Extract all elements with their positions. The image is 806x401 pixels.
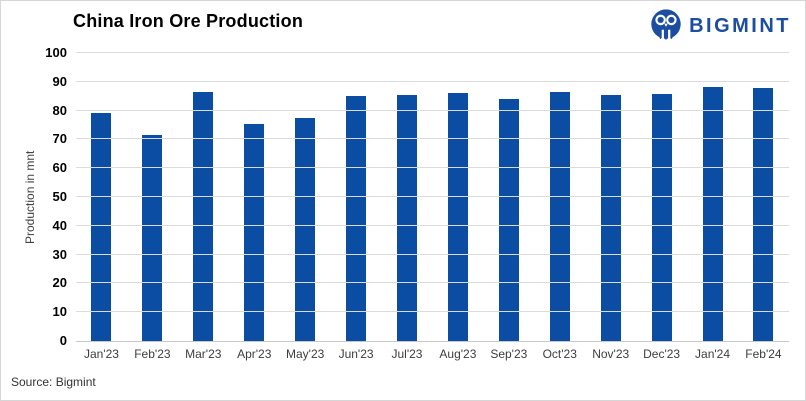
gridline-30 xyxy=(76,253,789,255)
x-tick-label-May'23: May'23 xyxy=(285,347,325,361)
x-tick-label-Aug'23: Aug'23 xyxy=(439,347,477,361)
bar-Jan'23 xyxy=(91,113,112,341)
gridline-90 xyxy=(76,80,789,82)
x-tick-label-Apr'23: Apr'23 xyxy=(237,347,272,361)
bar-slot-Oct'23 xyxy=(534,53,585,341)
y-tick-label-40: 40 xyxy=(52,217,67,233)
x-tick-label-Sep'23: Sep'23 xyxy=(490,347,528,361)
x-tick-label-Feb'23: Feb'23 xyxy=(134,347,171,361)
y-tick-label-60: 60 xyxy=(52,160,67,176)
bar-May'23 xyxy=(295,117,316,341)
bar-Sep'23 xyxy=(498,98,519,341)
bigmint-logo-icon xyxy=(651,9,681,40)
y-axis-ticks: 0 10 20 30 40 50 60 70 80 90 100 xyxy=(19,45,67,348)
y-tick-label-70: 70 xyxy=(52,131,67,147)
x-tick-label-Mar'23: Mar'23 xyxy=(185,347,222,361)
bar-Jun'23 xyxy=(346,95,367,341)
y-tick-label-100: 100 xyxy=(45,45,67,60)
bar-slot-Nov'23 xyxy=(585,53,636,341)
gridline-50 xyxy=(76,196,789,197)
bar-slot-Jun'23 xyxy=(331,53,382,341)
source-note: Source: Bigmint xyxy=(11,375,96,389)
bar-Apr'23 xyxy=(244,124,265,341)
bar-Nov'23 xyxy=(600,95,621,341)
gridline-10 xyxy=(76,311,789,313)
bar-slot-Feb'23 xyxy=(127,53,178,341)
bar-Feb'23 xyxy=(142,135,163,341)
gridline-80 xyxy=(76,109,789,111)
y-tick-label-30: 30 xyxy=(52,246,67,262)
bar-Feb'24 xyxy=(753,87,774,341)
y-tick-label-80: 80 xyxy=(52,102,67,118)
bar-Aug'23 xyxy=(447,92,468,341)
x-tick-label-Jul'23: Jul'23 xyxy=(391,347,423,361)
bar-slot-May'23 xyxy=(280,53,331,341)
plot-area xyxy=(76,52,789,342)
bigmint-logo: BIGMINT xyxy=(650,9,791,42)
bar-slot-Apr'23 xyxy=(229,53,280,341)
y-tick-label-10: 10 xyxy=(52,304,67,320)
bar-slot-Feb'24 xyxy=(738,53,789,341)
bar-slot-Aug'23 xyxy=(432,53,483,341)
x-tick-label-Feb'24: Feb'24 xyxy=(745,347,782,361)
x-tick-label-Oct'23: Oct'23 xyxy=(542,347,577,361)
x-tick-label-Jun'23: Jun'23 xyxy=(338,347,374,361)
gridline-20 xyxy=(76,282,789,284)
y-tick-label-20: 20 xyxy=(52,275,67,291)
bar-Mar'23 xyxy=(193,92,214,341)
bar-Jul'23 xyxy=(396,94,417,341)
gridline-100 xyxy=(76,52,789,53)
gridline-60 xyxy=(76,167,789,169)
page-title: China Iron Ore Production xyxy=(73,11,304,31)
gridline-0 xyxy=(76,341,789,342)
bar-slot-Dec'23 xyxy=(636,53,687,341)
y-tick-label-0: 0 xyxy=(59,333,67,348)
bar-slot-Mar'23 xyxy=(178,53,229,341)
x-tick-label-Jan'24: Jan'24 xyxy=(695,347,731,361)
x-tick-label-Jan'23: Jan'23 xyxy=(83,347,119,361)
bar-series xyxy=(76,53,789,341)
x-axis-labels: Jan'23 Feb'23 Mar'23 Apr'23 May'23 Jun'23 Jul'… xyxy=(76,347,789,361)
bar-Oct'23 xyxy=(549,92,570,341)
bar-slot-Jan'24 xyxy=(687,53,738,341)
y-tick-label-50: 50 xyxy=(52,189,67,204)
bar-slot-Jan'23 xyxy=(76,53,127,341)
bar-Dec'23 xyxy=(651,93,672,341)
x-tick-label-Dec'23: Dec'23 xyxy=(643,347,681,361)
bar-Jan'24 xyxy=(702,86,723,341)
bigmint-logo-text: BIGMINT xyxy=(689,14,791,37)
bar-slot-Jul'23 xyxy=(382,53,433,341)
x-tick-label-Nov'23: Nov'23 xyxy=(592,347,630,361)
y-tick-label-90: 90 xyxy=(52,73,67,89)
gridline-40 xyxy=(76,224,789,226)
bar-slot-Sep'23 xyxy=(483,53,534,341)
gridline-70 xyxy=(76,138,789,140)
